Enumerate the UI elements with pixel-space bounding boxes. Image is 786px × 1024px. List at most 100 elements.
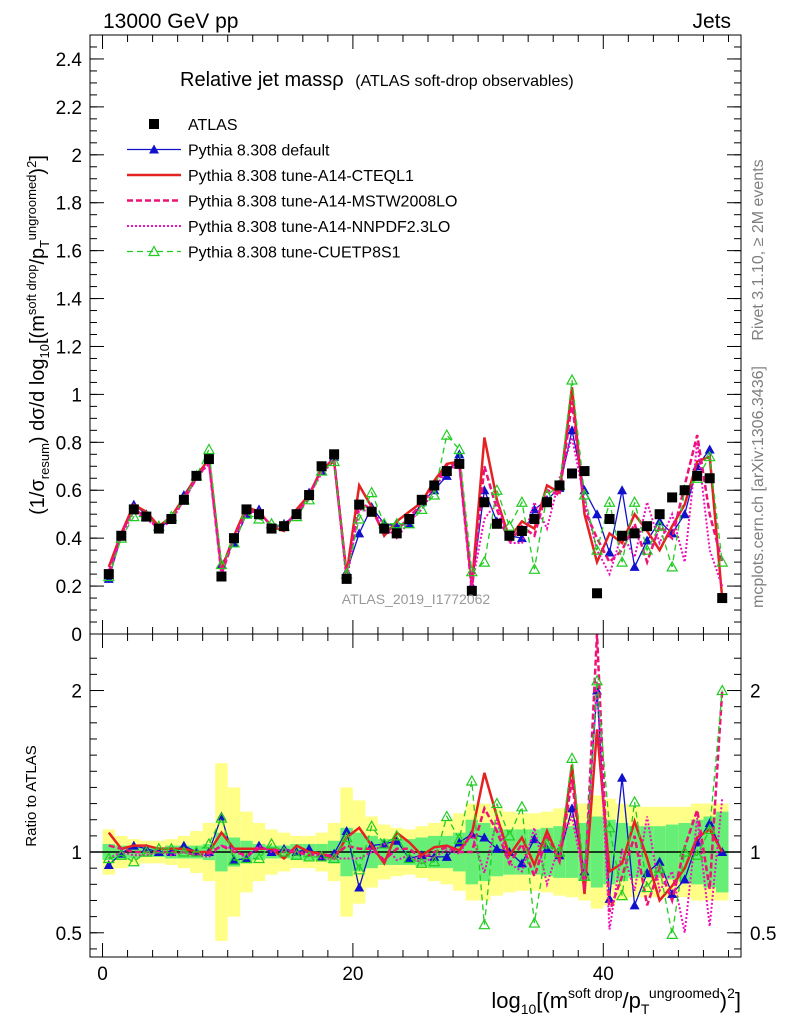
main-0-data-point <box>554 480 565 491</box>
ratio-1-data-point <box>441 851 452 861</box>
main-0-data-point <box>254 509 265 520</box>
legend-entry-label: Pythia 8.308 tune-A14-CTEQL1 <box>188 168 414 185</box>
main-0-data-point <box>354 499 365 510</box>
ratio-5-data-point <box>666 928 679 939</box>
main-0-data-point <box>279 521 290 532</box>
ratio-1-data-point <box>516 858 527 868</box>
ratio-1-series-line <box>108 690 723 906</box>
ratio-y-tick-label-right: 1 <box>750 843 761 864</box>
ratio-4-series <box>108 680 724 934</box>
x-tick-labels: 0 20 40 <box>97 964 614 985</box>
mcplots-label: mcplots.cern.ch [arXiv:1306.3436] <box>750 366 767 608</box>
legend-marker <box>149 119 159 129</box>
main-0-data-point <box>241 504 252 515</box>
ratio-5-data-point <box>616 889 629 901</box>
main-5-data-point <box>390 517 403 529</box>
ratio-5-data-point <box>641 881 654 893</box>
ratio-5-data-point <box>140 845 153 857</box>
main-5-data-point <box>591 543 604 555</box>
main-3-series <box>107 401 724 592</box>
main-axis-ticks <box>90 34 741 635</box>
main-0-data-point <box>103 569 114 580</box>
ratio-5-data-point <box>265 837 278 849</box>
ratio-y-tick-labels: 0.5 0.5 1 1 2 2 <box>56 682 777 945</box>
y-tick-label: 1.6 <box>56 242 82 263</box>
ratio-series-layer <box>102 633 729 939</box>
ratio-1-data-point <box>103 859 114 869</box>
ratio-5-data-point <box>190 845 203 857</box>
main-2-series-line <box>107 387 724 599</box>
main-1-series-line <box>108 430 723 599</box>
legend-marker <box>147 245 161 257</box>
ratio-5-data-point <box>691 849 704 860</box>
ratio-5-data-point <box>603 821 616 833</box>
main-0-data-point <box>642 521 653 532</box>
ratio-5-data-point <box>528 916 541 928</box>
ratio-1-data-point <box>454 837 465 847</box>
main-0-data-point <box>566 468 577 479</box>
main-5-data-point <box>628 495 641 507</box>
main-5-data-point <box>641 543 654 555</box>
analysis-id-label: ATLAS_2019_I1772062 <box>342 591 491 607</box>
main-0-data-point <box>216 571 227 582</box>
main-5-data-point <box>415 503 428 515</box>
main-5-series-line <box>108 379 723 577</box>
main-5-data-point <box>603 495 616 507</box>
chart-title: Relative jet massρ (ATLAS soft-drop obse… <box>180 69 574 91</box>
rivet-version-label: Rivet 3.1.10, ≥ 2M events <box>750 159 767 340</box>
ratio-5-data-point <box>628 795 641 807</box>
ratio-5-data-point <box>252 852 266 864</box>
main-0-data-point <box>416 494 427 505</box>
main-5-data-point <box>616 555 629 567</box>
main-1-data-point <box>629 561 640 571</box>
ratio-5-data-point <box>453 832 466 844</box>
main-plot-panel: 0 0.2 0.4 0.6 0.8 1 1.2 1.4 1.6 1.8 2 2.2 2.4 ATLAS_… <box>24 34 742 646</box>
main-5-data-point <box>565 373 579 385</box>
main-0-data-point <box>592 588 603 599</box>
main-0-data-point <box>429 480 440 491</box>
main-0-data-point <box>441 466 452 477</box>
main-0-data-point <box>191 470 202 481</box>
ratio-1-data-point <box>667 889 678 899</box>
ratio-5-data-point <box>315 850 328 862</box>
main-5-data-point <box>653 519 666 531</box>
y-tick-label: 0.4 <box>56 529 83 550</box>
legend-entry-label: Pythia 8.308 tune-A14-MSTW2008LO <box>188 194 457 211</box>
main-0-data-point <box>391 528 402 539</box>
ratio-1-data-point <box>566 803 577 813</box>
ratio-y-tick-label: 0.5 <box>56 924 82 945</box>
ratio-5-data-point <box>340 831 353 843</box>
main-5-data-point <box>528 563 541 574</box>
legend-entry-label: Pythia 8.308 tune-CUETP8S1 <box>188 245 401 262</box>
main-0-data-point <box>128 504 139 515</box>
main-5-data-point <box>465 565 478 577</box>
ratio-1-data-point <box>341 826 352 836</box>
main-0-data-point <box>141 511 152 522</box>
main-0-data-point <box>629 528 640 539</box>
y-tick-label: 2 <box>71 146 82 167</box>
main-0-data-point <box>404 513 415 524</box>
legend-entry-label: Pythia 8.308 default <box>188 143 330 160</box>
main-0-data-point <box>529 513 540 524</box>
main-1-data-point <box>617 485 628 495</box>
main-0-data-point <box>178 494 189 505</box>
ratio-5-data-point <box>678 845 691 857</box>
main-0-data-point <box>203 454 214 465</box>
ratio-5-data-point <box>278 845 291 857</box>
ratio-5-data-point <box>215 811 228 823</box>
ratio-5-data-point <box>115 849 128 860</box>
main-5-data-point <box>215 558 228 570</box>
main-0-data-point <box>316 461 327 472</box>
ratio-5-data-point <box>515 800 528 812</box>
ratio-5-data-point <box>290 849 303 860</box>
ratio-5-data-point <box>202 837 215 849</box>
ratio-1-data-point <box>178 840 189 850</box>
category-label: Jets <box>692 10 731 33</box>
ratio-5-data-point <box>127 855 140 867</box>
main-0-data-point <box>679 485 690 496</box>
main-y-axis-label: (1/σresum) dσ/d log10[(msoft drop/pTungr… <box>24 155 52 515</box>
main-1-data-point <box>516 533 527 543</box>
main-0-data-point <box>692 470 703 481</box>
legend-marker <box>149 144 159 154</box>
